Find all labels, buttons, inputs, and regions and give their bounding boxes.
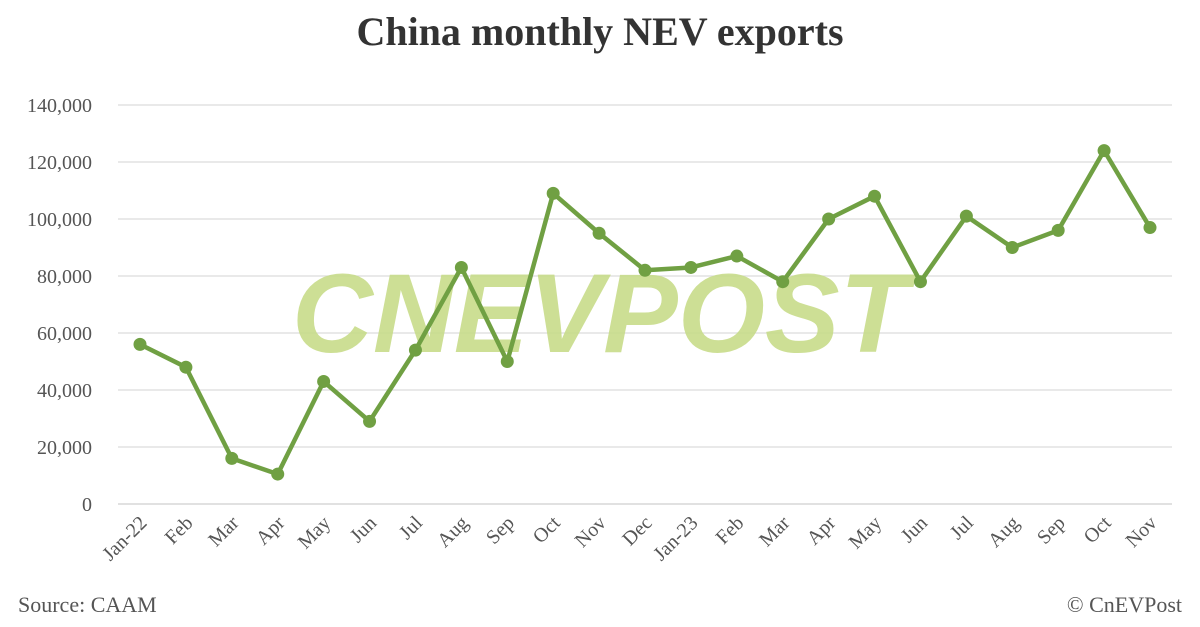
x-tick-label: Jun <box>897 512 932 547</box>
data-point <box>133 337 147 351</box>
x-tick-label: Aug <box>433 512 473 552</box>
x-tick-label: Mar <box>204 512 243 551</box>
y-axis-ticks: 0 20,000 40,000 60,000 80,000 100,000 120,000 1… <box>27 95 92 516</box>
data-point <box>317 374 331 388</box>
x-tick-label: Nov <box>571 512 611 552</box>
y-tick-label: 60,000 <box>37 323 92 345</box>
data-point <box>546 186 560 200</box>
series-layer <box>133 144 1157 481</box>
copyright-note: © CnEVPost <box>1066 592 1182 617</box>
data-point <box>684 260 698 274</box>
x-tick-label: Feb <box>161 512 198 549</box>
gridlines <box>118 104 1172 505</box>
x-tick-label: Dec <box>618 512 656 550</box>
data-point <box>1097 144 1111 158</box>
y-tick-label: 80,000 <box>37 266 92 288</box>
data-point <box>454 260 468 274</box>
data-point <box>225 451 239 465</box>
data-point <box>730 249 744 263</box>
x-tick-label: Oct <box>1080 512 1116 548</box>
watermark-layer: CNEVPOST <box>292 251 917 376</box>
data-point <box>1143 221 1157 235</box>
source-note: Source: CAAM <box>18 592 157 617</box>
x-tick-label: Feb <box>712 512 749 549</box>
x-tick-label: Jan-23 <box>649 512 702 565</box>
y-tick-label: 20,000 <box>37 437 92 459</box>
data-point <box>1051 223 1065 237</box>
x-tick-label: May <box>294 512 335 553</box>
data-point <box>179 360 193 374</box>
data-point <box>913 275 927 289</box>
y-tick-label: 120,000 <box>27 152 92 174</box>
x-tick-label: Jul <box>395 512 427 544</box>
x-tick-label: May <box>845 512 886 553</box>
data-point <box>271 467 285 481</box>
chart-title: China monthly NEV exports <box>356 9 844 54</box>
x-tick-label: Apr <box>803 512 841 550</box>
data-point <box>363 414 377 428</box>
data-point <box>776 275 790 289</box>
y-tick-label: 0 <box>82 494 92 516</box>
y-tick-label: 40,000 <box>37 380 92 402</box>
data-point <box>638 263 652 277</box>
x-axis-ticks: Jan-22 Feb Mar Apr May Jun Jul Aug Sep Oct Nov DecJ… <box>98 512 1161 566</box>
x-tick-label: Apr <box>252 512 290 550</box>
x-tick-label: Jun <box>346 512 381 547</box>
x-tick-label: Aug <box>984 512 1024 552</box>
data-point <box>408 343 422 357</box>
x-tick-label: Mar <box>755 512 794 551</box>
y-tick-label: 140,000 <box>27 95 92 117</box>
x-tick-label: Nov <box>1122 512 1162 552</box>
x-tick-label: Sep <box>482 512 519 549</box>
data-point <box>959 209 973 223</box>
data-point <box>822 212 836 226</box>
data-point <box>592 226 606 240</box>
data-point <box>1005 241 1019 254</box>
x-tick-label: Jan-22 <box>98 512 151 565</box>
data-point <box>500 355 514 368</box>
y-tick-label: 100,000 <box>27 209 92 231</box>
x-tick-label: Oct <box>529 512 565 548</box>
x-tick-label: Sep <box>1033 512 1070 549</box>
watermark-text: CNEVPOST <box>292 251 917 376</box>
x-tick-label: Jul <box>946 512 978 544</box>
data-point <box>868 189 882 203</box>
